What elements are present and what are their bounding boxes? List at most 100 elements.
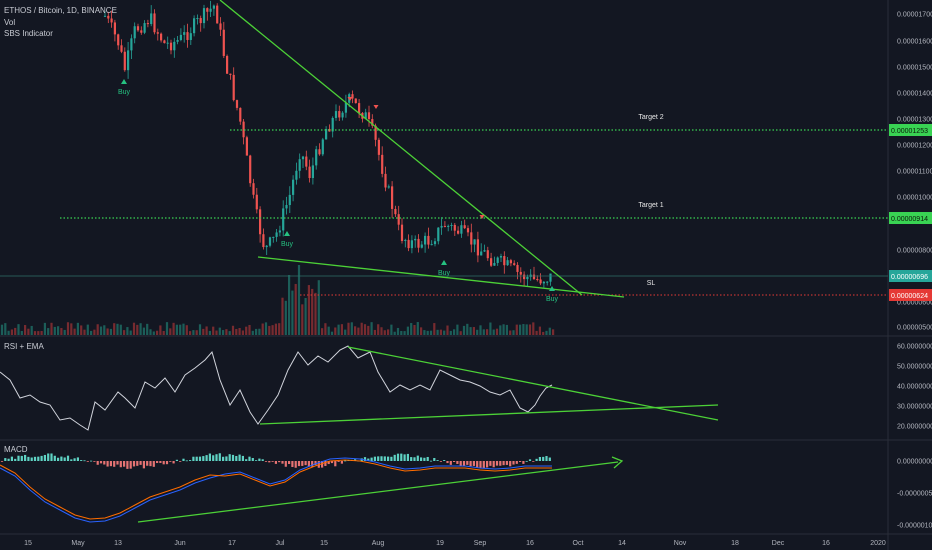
candle bbox=[424, 235, 427, 245]
macd-hist-bar bbox=[235, 455, 238, 461]
macd-hist-bar bbox=[116, 461, 119, 465]
macd-hist-bar bbox=[106, 461, 109, 467]
macd-hist-bar bbox=[297, 461, 301, 467]
volume-bar bbox=[453, 329, 456, 335]
volume-bar bbox=[284, 300, 287, 335]
volume-bar bbox=[261, 323, 264, 335]
symbol-legend[interactable]: ETHOS / Bitcoin, 1D, BINANCE bbox=[4, 6, 117, 15]
volume-bar bbox=[354, 326, 357, 335]
candle bbox=[107, 15, 110, 19]
volume-bar bbox=[37, 331, 40, 335]
macd-hist-bar bbox=[363, 457, 367, 461]
macd-hist-bar bbox=[10, 456, 13, 461]
candle bbox=[156, 32, 159, 34]
macd-legend[interactable]: MACD bbox=[4, 445, 28, 454]
candle bbox=[120, 45, 123, 52]
macd-hist-bar bbox=[248, 456, 251, 461]
macd-hist-bar bbox=[129, 461, 132, 469]
rsi-legend[interactable]: RSI + EMA bbox=[4, 342, 44, 351]
volume-bar bbox=[360, 322, 363, 335]
candle bbox=[193, 18, 196, 34]
volume-bar bbox=[73, 328, 76, 335]
macd-hist-bar bbox=[7, 458, 10, 461]
macd-tick-label: 0.00000000 bbox=[897, 459, 932, 466]
x-tick-label: 17 bbox=[228, 540, 236, 547]
macd-hist-bar bbox=[373, 456, 376, 461]
volume-bar bbox=[416, 322, 419, 335]
candle bbox=[381, 154, 384, 174]
macd-histogram bbox=[0, 453, 551, 469]
volume-bar bbox=[367, 325, 370, 335]
macd-hist-bar bbox=[476, 461, 479, 468]
macd-hist-bar bbox=[400, 453, 403, 461]
macd-hist-bar bbox=[103, 461, 106, 465]
volume-bar bbox=[469, 327, 472, 335]
volume-bar bbox=[545, 330, 548, 335]
price-tick-label: 0.00001000 bbox=[897, 195, 932, 202]
macd-hist-bar bbox=[439, 461, 442, 462]
volume-bar bbox=[512, 330, 515, 335]
macd-hist-bar bbox=[47, 453, 50, 461]
volume-bar bbox=[109, 328, 112, 335]
macd-hist-bar bbox=[189, 460, 192, 461]
candle bbox=[387, 186, 390, 188]
macd-hist-bar bbox=[195, 456, 198, 461]
macd-hist-bar bbox=[96, 461, 99, 465]
candle bbox=[463, 225, 466, 229]
candle bbox=[503, 256, 506, 266]
candle bbox=[457, 230, 460, 234]
macd-hist-bar bbox=[76, 457, 79, 461]
candle bbox=[483, 250, 486, 252]
volume-bar bbox=[542, 331, 545, 335]
macd-hist-bar bbox=[512, 461, 515, 465]
macd-hist-bar bbox=[215, 454, 218, 461]
volume-bar bbox=[288, 275, 291, 335]
sell-signal-arrow bbox=[373, 105, 379, 109]
macd-hist-bar bbox=[377, 456, 380, 461]
volume-bar bbox=[116, 323, 119, 335]
volume-bar bbox=[53, 326, 56, 335]
macd-hist-bar bbox=[443, 460, 446, 461]
macd-hist-bar bbox=[126, 461, 129, 469]
x-tick-label: 2020 bbox=[870, 540, 886, 547]
macd-hist-bar bbox=[228, 454, 231, 461]
vol-legend[interactable]: Vol bbox=[4, 18, 15, 27]
candle bbox=[358, 103, 361, 113]
volume-bar bbox=[314, 292, 317, 335]
x-tick-label: 18 bbox=[731, 540, 739, 547]
candle bbox=[212, 5, 215, 9]
volume-bar bbox=[136, 324, 139, 335]
x-tick-label: May bbox=[71, 540, 85, 547]
volume-bar bbox=[27, 328, 30, 335]
volume-bar bbox=[222, 330, 225, 335]
volume-bar bbox=[126, 327, 129, 335]
candle bbox=[460, 225, 463, 234]
x-tick-label: 13 bbox=[114, 540, 122, 547]
volume-bar bbox=[383, 330, 386, 335]
macd-hist-bar bbox=[453, 461, 456, 462]
candle bbox=[450, 224, 453, 226]
candle bbox=[140, 30, 143, 33]
volume-bar bbox=[436, 329, 439, 335]
macd-hist-bar bbox=[146, 461, 149, 466]
volume-bar bbox=[446, 325, 449, 335]
candle bbox=[292, 179, 295, 195]
volume-bar bbox=[387, 329, 390, 335]
macd-hist-bar bbox=[198, 456, 202, 461]
x-tick-label: 15 bbox=[24, 540, 32, 547]
macd-hist-bar bbox=[307, 461, 310, 467]
macd-hist-bar bbox=[17, 455, 20, 461]
macd-hist-bar bbox=[66, 455, 70, 461]
volume-bar bbox=[390, 324, 393, 335]
volume-bar bbox=[347, 322, 350, 335]
buy-signal-label: Buy bbox=[118, 89, 131, 96]
volume-bar bbox=[271, 325, 274, 335]
macd-hist-bar bbox=[182, 458, 185, 461]
macd-hist-bar bbox=[258, 458, 261, 461]
candle bbox=[513, 263, 516, 265]
volume-bar bbox=[17, 324, 20, 335]
volume-bar bbox=[192, 330, 195, 335]
sbs-legend[interactable]: SBS Indicator bbox=[4, 29, 53, 38]
volume-bar bbox=[7, 330, 10, 335]
